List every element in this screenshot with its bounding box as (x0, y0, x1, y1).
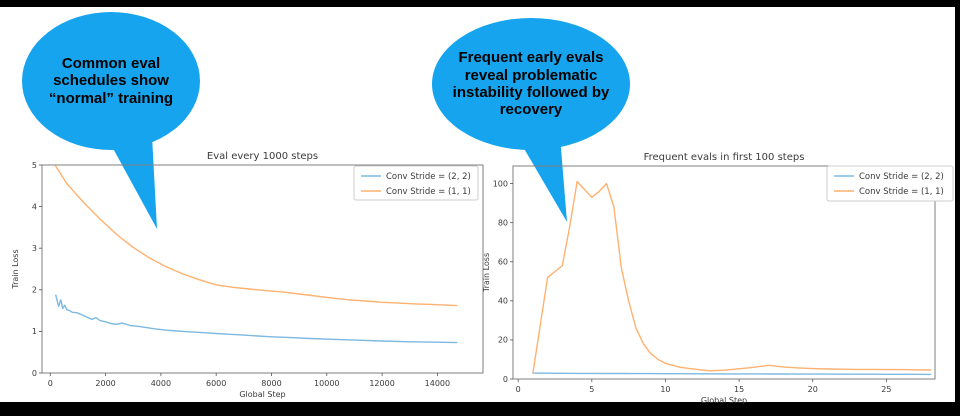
y-tick-label: 1 (32, 327, 37, 336)
callout-tail (512, 128, 567, 222)
y-tick-label: 60 (498, 258, 508, 267)
x-tick-label: 2000 (95, 379, 115, 388)
x-tick-label: 8000 (261, 379, 281, 388)
x-tick-label: 5 (589, 385, 594, 394)
legend-label: Conv Stride = (2, 2) (386, 172, 471, 182)
y-tick-label: 2 (32, 286, 37, 295)
y-axis-label: Train Loss (11, 249, 20, 289)
series-line (532, 372, 932, 376)
callout-tail (103, 130, 157, 229)
y-axis-label: Train Loss (482, 253, 491, 293)
legend-box (826, 165, 954, 202)
y-tick-label: 20 (498, 336, 508, 345)
y-tick-label: 0 (503, 375, 508, 384)
x-tick-label: 25 (881, 385, 891, 394)
callout-instability-text: Frequent early evals reveal problematic … (452, 49, 610, 119)
callout-normal-training: Common eval schedules show “normal” trai… (22, 12, 200, 150)
y-tick-label: 4 (32, 202, 37, 211)
series-line (55, 165, 458, 307)
x-tick-label: 6000 (206, 379, 226, 388)
series-line (532, 180, 932, 374)
x-tick-label: 10000 (314, 379, 339, 388)
y-tick-label: 80 (498, 218, 508, 227)
chart: 0 5 10 15 20 25 0 20 40 60 80 100 Frequent evals in … (482, 152, 954, 405)
series-line (55, 294, 458, 344)
y-tick-label: 3 (32, 244, 37, 253)
x-tick-label: 12000 (369, 379, 394, 388)
legend-label: Conv Stride = (1, 1) (386, 187, 471, 197)
y-tick-label: 5 (32, 161, 37, 170)
chart: 0 2000 4000 6000 8000 10000 12000 14000 0 1 2 3 4 5 Ev… (11, 151, 484, 399)
plot-spines (41, 164, 484, 374)
legend-box (353, 165, 479, 201)
chart-title: Frequent evals in first 100 steps (644, 152, 805, 163)
legend-label: Conv Stride = (2, 2) (859, 172, 944, 182)
plot-spines (512, 165, 936, 380)
x-tick-label: 15 (734, 385, 744, 394)
y-tick-label: 40 (498, 297, 508, 306)
y-tick-label: 100 (493, 179, 508, 188)
callout-instability: Frequent early evals reveal problematic … (432, 18, 630, 150)
chart-title: Eval every 1000 steps (207, 151, 318, 162)
x-tick-label: 4000 (151, 379, 171, 388)
legend-label: Conv Stride = (1, 1) (859, 187, 944, 197)
x-tick-label: 20 (808, 385, 818, 394)
x-tick-label: 14000 (425, 379, 450, 388)
callout-normal-training-text: Common eval schedules show “normal” trai… (48, 54, 174, 107)
x-axis-label: Global Step (701, 396, 747, 405)
x-tick-label: 0 (48, 379, 53, 388)
x-tick-label: 10 (660, 385, 670, 394)
y-tick-label: 0 (32, 369, 37, 378)
x-tick-label: 0 (516, 385, 521, 394)
x-axis-label: Global Step (239, 390, 285, 399)
